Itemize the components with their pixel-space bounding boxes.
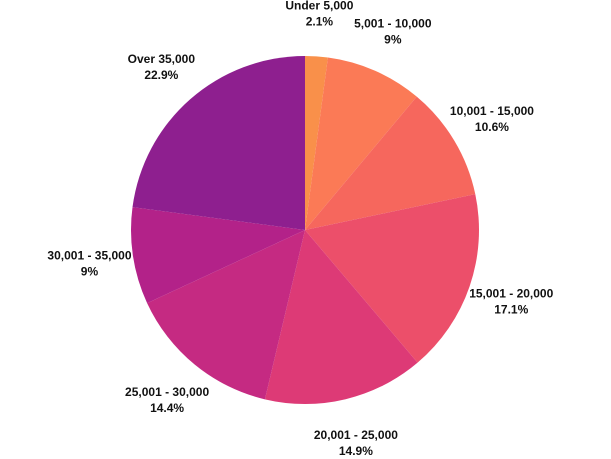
slice-category-label: 20,001 - 25,000 (314, 428, 398, 442)
pie-slice-under-5-000 (305, 56, 328, 230)
slice-value-label: 9% (81, 265, 99, 279)
slice-value-label: 9% (384, 32, 402, 46)
slice-label-30-001-35-000: 30,001 - 35,000 9% (47, 249, 131, 279)
slice-value-label: 2.1% (306, 14, 334, 28)
pie-slices (131, 56, 480, 404)
pie-slice-5-001-10-000 (305, 57, 417, 230)
slice-label-15-001-20-000: 15,001 - 20,000 17.1% (469, 287, 553, 317)
pie-slice-20-001-25-000 (264, 230, 418, 404)
slice-label-5-001-10-000: 5,001 - 10,000 9% (354, 16, 432, 46)
slice-labels: Under 5,000 2.1% 5,001 - 10,000 9% 10,001 - … (47, 0, 553, 458)
slice-label-20-001-25-000: 20,001 - 25,000 14.9% (314, 428, 398, 458)
pie-slice-25-001-30-000 (147, 230, 305, 400)
slice-value-label: 22.9% (144, 68, 178, 82)
slice-label-10-001-15-000: 10,001 - 15,000 10.6% (450, 104, 534, 134)
slice-category-label: Over 35,000 (128, 52, 196, 66)
slice-value-label: 17.1% (494, 303, 528, 317)
slice-category-label: 10,001 - 15,000 (450, 104, 534, 118)
slice-category-label: 30,001 - 35,000 (47, 249, 131, 263)
slice-label-under-5-000: Under 5,000 2.1% (285, 0, 353, 28)
slice-label-25-001-30-000: 25,001 - 30,000 14.4% (125, 385, 209, 415)
pie-slice-15-001-20-000 (305, 194, 480, 363)
pie-slice-30-001-35-000 (131, 207, 305, 304)
slice-label-over-35-000: Over 35,000 22.9% (128, 52, 196, 82)
slice-category-label: 25,001 - 30,000 (125, 385, 209, 399)
slice-category-label: Under 5,000 (285, 0, 353, 12)
pie-slice-over-35-000 (132, 56, 305, 230)
slice-value-label: 14.4% (150, 401, 184, 415)
slice-category-label: 5,001 - 10,000 (354, 16, 432, 30)
pie-slice-10-001-15-000 (305, 96, 476, 230)
slice-value-label: 10.6% (475, 120, 509, 134)
slice-value-label: 14.9% (339, 444, 373, 458)
slice-category-label: 15,001 - 20,000 (469, 287, 553, 301)
